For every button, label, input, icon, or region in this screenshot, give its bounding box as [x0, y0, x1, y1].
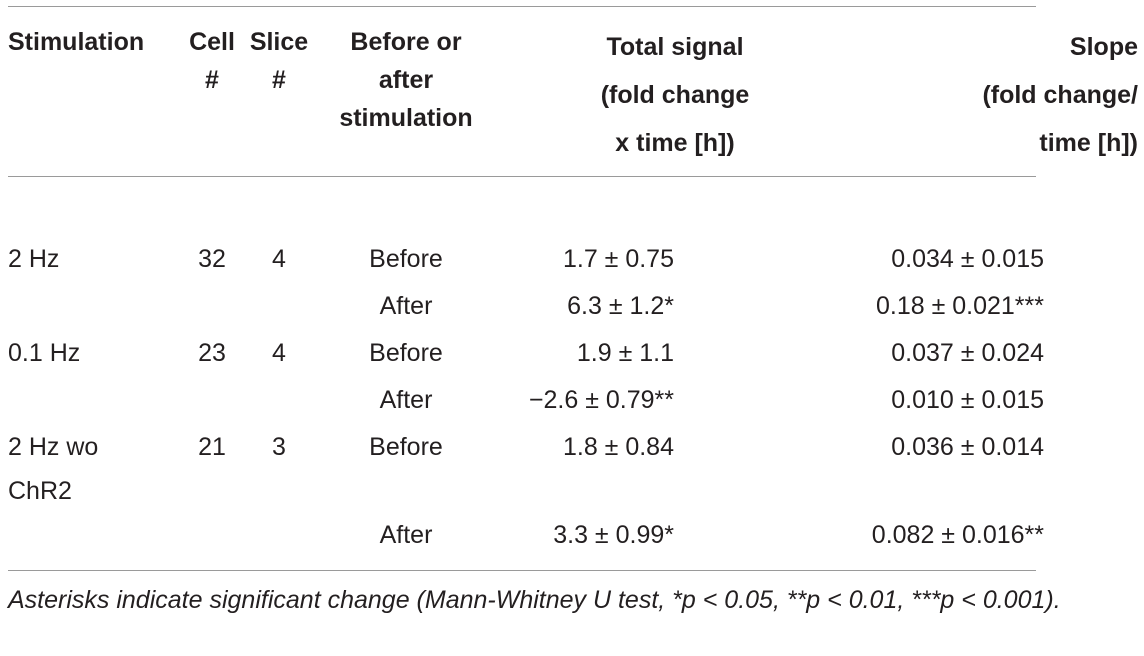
cell-total-signal: 1.7 ± 0.75 [562, 245, 674, 273]
cell-slope: 0.010 ± 0.015 [891, 386, 1044, 414]
cell-before-after: Before [369, 245, 443, 273]
cell-stimulation: 2 Hz wo [8, 433, 99, 461]
cell-stimulation: ChR2 [8, 477, 72, 505]
cell-before-after: After [379, 521, 433, 549]
cell-total-signal: 6.3 ± 1.2* [567, 292, 674, 320]
cell-cell-number: 23 [198, 339, 226, 367]
cell-total-signal: −2.6 ± 0.79** [528, 386, 674, 414]
cell-cell-number: 32 [198, 245, 226, 273]
cell-before-after: After [379, 292, 433, 320]
bottom-rule [8, 570, 1036, 571]
cell-stimulation: 0.1 Hz [8, 339, 81, 367]
cell-total-signal: 1.9 ± 1.1 [576, 339, 674, 367]
header-rule [8, 176, 1036, 177]
header-before-after: Before or after stimulation [339, 28, 473, 132]
cell-before-after: After [379, 386, 433, 414]
cell-slice-number: 4 [272, 245, 286, 273]
cell-total-signal: 1.8 ± 0.84 [562, 433, 674, 461]
header-total-signal: Total signal (fold change x time [h]) [600, 33, 750, 157]
cell-slope: 0.18 ± 0.021*** [875, 292, 1044, 320]
header-slope: Slope (fold change/ time [h]) [982, 33, 1138, 157]
cell-cell-number: 21 [198, 433, 226, 461]
cell-slope: 0.034 ± 0.015 [891, 245, 1044, 273]
cell-slice-number: 3 [272, 433, 286, 461]
cell-before-after: Before [369, 339, 443, 367]
table-footnote: Asterisks indicate significant change (M… [8, 586, 1061, 614]
cell-slope: 0.082 ± 0.016** [871, 521, 1044, 549]
cell-slope: 0.036 ± 0.014 [891, 433, 1044, 461]
cell-stimulation: 2 Hz [8, 245, 60, 273]
cell-slice-number: 4 [272, 339, 286, 367]
cell-total-signal: 3.3 ± 0.99* [553, 521, 674, 549]
top-rule [8, 6, 1036, 7]
header-stimulation: Stimulation [8, 28, 145, 56]
header-slice: Slice # [249, 28, 309, 94]
cell-slope: 0.037 ± 0.024 [891, 339, 1044, 367]
cell-before-after: Before [369, 433, 443, 461]
header-cell: Cell # [189, 28, 235, 94]
